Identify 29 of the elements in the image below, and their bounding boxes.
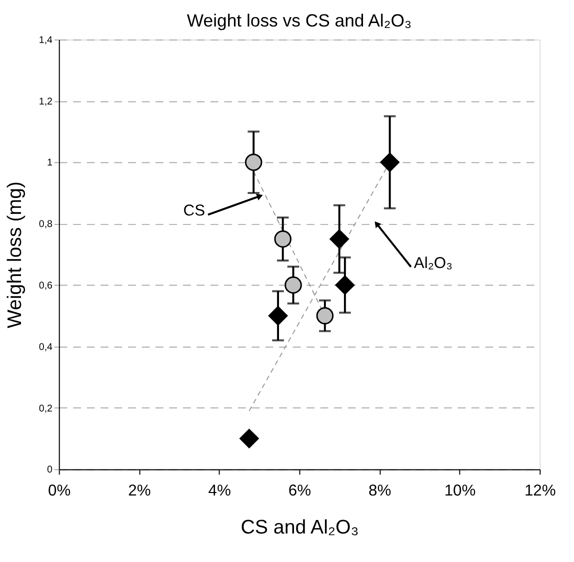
point bbox=[268, 306, 288, 326]
point bbox=[316, 307, 334, 324]
annotation: Al₂O₃ bbox=[414, 254, 453, 272]
point bbox=[330, 229, 349, 249]
y-tick-label: 0,8 bbox=[38, 219, 54, 230]
point bbox=[274, 230, 292, 248]
x-tick-label: 10% bbox=[444, 482, 476, 500]
point bbox=[335, 275, 355, 295]
x-tick-label: 8% bbox=[368, 482, 392, 500]
y-tick-label: 0,2 bbox=[38, 403, 52, 414]
x-tick-label: 12% bbox=[524, 482, 556, 500]
point bbox=[284, 276, 302, 294]
y-tick-label: 0,6 bbox=[38, 280, 54, 292]
y-tick-label: 1,2 bbox=[38, 96, 52, 108]
y-tick-label: 1,4 bbox=[38, 34, 54, 46]
y-tick-label: 1 bbox=[47, 158, 52, 169]
x-tick-label: 4% bbox=[208, 482, 232, 500]
x-tick-label: 0% bbox=[48, 482, 71, 500]
y-tick-label: 0 bbox=[47, 464, 54, 476]
chart-title: Weight loss vs CS and Al₂O₃ bbox=[186, 10, 412, 31]
x-axis-title: CS and Al₂O₃ bbox=[240, 516, 359, 539]
x-tick-label: 2% bbox=[128, 482, 151, 500]
y-tick-label: 0,4 bbox=[38, 342, 54, 353]
point bbox=[240, 428, 259, 448]
annotation: CS bbox=[183, 202, 206, 220]
point bbox=[380, 152, 400, 172]
y-axis-title: Weight loss (mg) bbox=[4, 181, 26, 328]
point bbox=[244, 154, 262, 171]
x-tick-label: 6% bbox=[288, 482, 312, 500]
